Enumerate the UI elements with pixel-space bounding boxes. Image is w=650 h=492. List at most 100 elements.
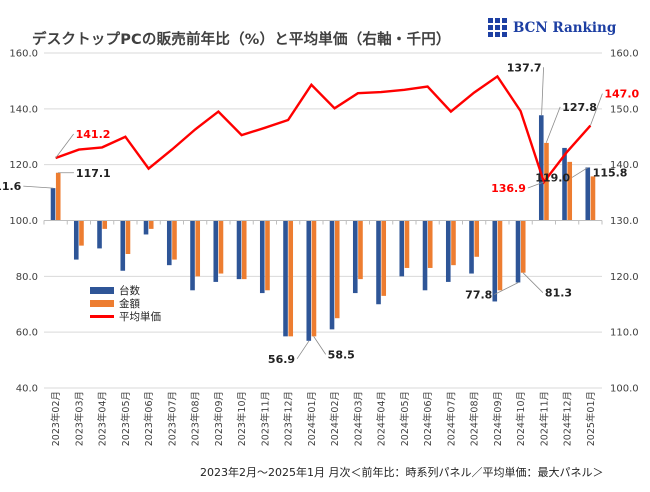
footnote: 2023年2月～2025年1月 月次＜前年比：時系列パネル／平均単価：最大パネル… [200,466,604,479]
annotation-leader [522,272,544,293]
bar-units [50,188,56,221]
bar-amount [195,220,201,277]
bar-units [143,220,149,235]
bar-units [562,147,567,221]
legend-swatch-units [90,287,114,294]
data-label: 115.8 [593,166,628,179]
annotation-leader [527,181,545,189]
data-label: 136.9 [491,182,526,195]
bar-units [352,220,358,294]
legend-swatch-avg-price [90,315,114,318]
bar-amount [497,220,503,291]
bar-amount [334,220,340,319]
x-tick-label: 2024年07月 [445,391,457,446]
bar-amount [55,172,61,221]
data-label: 117.1 [76,167,111,180]
bar-amount [79,220,84,246]
bar-amount [148,220,154,229]
data-label: 141.2 [76,128,111,141]
x-tick-label: 2024年09月 [492,391,504,446]
bcn-dot-grid-icon [488,18,507,37]
y-tick-label-right: 160.0 [610,49,639,60]
data-label: 77.8 [465,288,492,301]
x-tick-label: 2024年04月 [376,391,388,446]
annotation-leader [494,282,519,295]
bar-amount [358,220,363,280]
data-label: 137.7 [507,61,542,74]
bar-amount [265,220,270,291]
bar-units [306,220,312,341]
bar-units [515,220,521,283]
x-tick-label: 2024年06月 [422,391,434,446]
bar-units [445,220,451,282]
bar-amount [172,220,177,260]
bar-amount [125,220,131,254]
annotation-leader [545,106,561,144]
y-tick-label-right: 110.0 [610,328,639,339]
bar-amount [218,220,224,274]
bar-units [422,220,428,291]
x-tick-label: 2023年05月 [120,391,132,446]
x-tick-label: 2023年12月 [283,391,295,446]
bar-units [120,220,126,271]
x-tick-label: 2024年02月 [329,391,341,446]
bar-units [73,220,79,260]
legend-item-units: 台数 [90,284,161,297]
data-label: 119.0 [535,171,570,184]
bar-units [492,220,498,302]
bar-units [236,220,242,280]
y-tick-label-right: 150.0 [610,104,639,115]
data-label: 58.5 [328,348,355,361]
annotation-leader [571,167,589,178]
y-tick-label-left: 80.0 [16,272,38,283]
x-tick-label: 2024年10月 [515,391,527,446]
x-tick-label: 2025年01月 [585,391,597,446]
y-tick-label-right: 130.0 [610,216,639,227]
y-tick-label-right: 140.0 [610,160,639,171]
y-tick-label-left: 40.0 [16,384,38,395]
x-tick-label: 2024年01月 [306,391,318,446]
x-tick-label: 2024年03月 [352,391,364,446]
bar-units [538,115,544,221]
bar-units [469,220,474,274]
x-tick-label: 2023年08月 [190,391,202,446]
bar-amount [451,220,456,266]
annotation-leader [296,340,310,360]
bar-units [283,220,288,337]
y-tick-label-left: 140.0 [9,104,38,115]
bar-units [329,220,335,330]
annotation-leader [23,185,54,189]
legend-swatch-amount [90,300,114,307]
x-tick-label: 2024年11月 [538,391,550,446]
bar-units [190,220,195,291]
y-tick-label-left: 120.0 [9,160,38,171]
x-tick-label: 2023年07月 [166,391,178,446]
x-tick-label: 2023年02月 [50,391,62,446]
x-tick-label: 2023年10月 [236,391,248,446]
y-tick-label-left: 60.0 [16,328,38,339]
x-tick-label: 2023年04月 [97,391,109,446]
legend-label-units: 台数 [119,285,140,297]
x-tick-label: 2024年08月 [469,391,481,446]
data-label: 127.8 [562,101,597,114]
bar-units [399,220,405,277]
x-tick-label: 2023年11月 [259,391,271,446]
bar-units [213,220,219,282]
bar-amount [102,220,108,229]
brand-logo: BCN Ranking [488,18,616,37]
data-label: 56.9 [268,353,295,366]
y-tick-label-left: 160.0 [9,49,38,60]
bar-amount [427,220,433,268]
data-label: 81.3 [545,287,572,300]
y-tick-label-right: 120.0 [610,272,639,283]
x-tick-label: 2023年06月 [143,391,155,446]
legend-label-avg-price: 平均単価 [119,311,161,323]
bar-amount [590,176,596,221]
bar-amount [381,220,387,296]
legend-label-amount: 金額 [119,298,140,310]
bar-amount [404,220,410,268]
data-label: 111.6 [0,180,22,193]
x-tick-label: 2024年12月 [562,391,574,446]
bar-units [166,220,172,266]
